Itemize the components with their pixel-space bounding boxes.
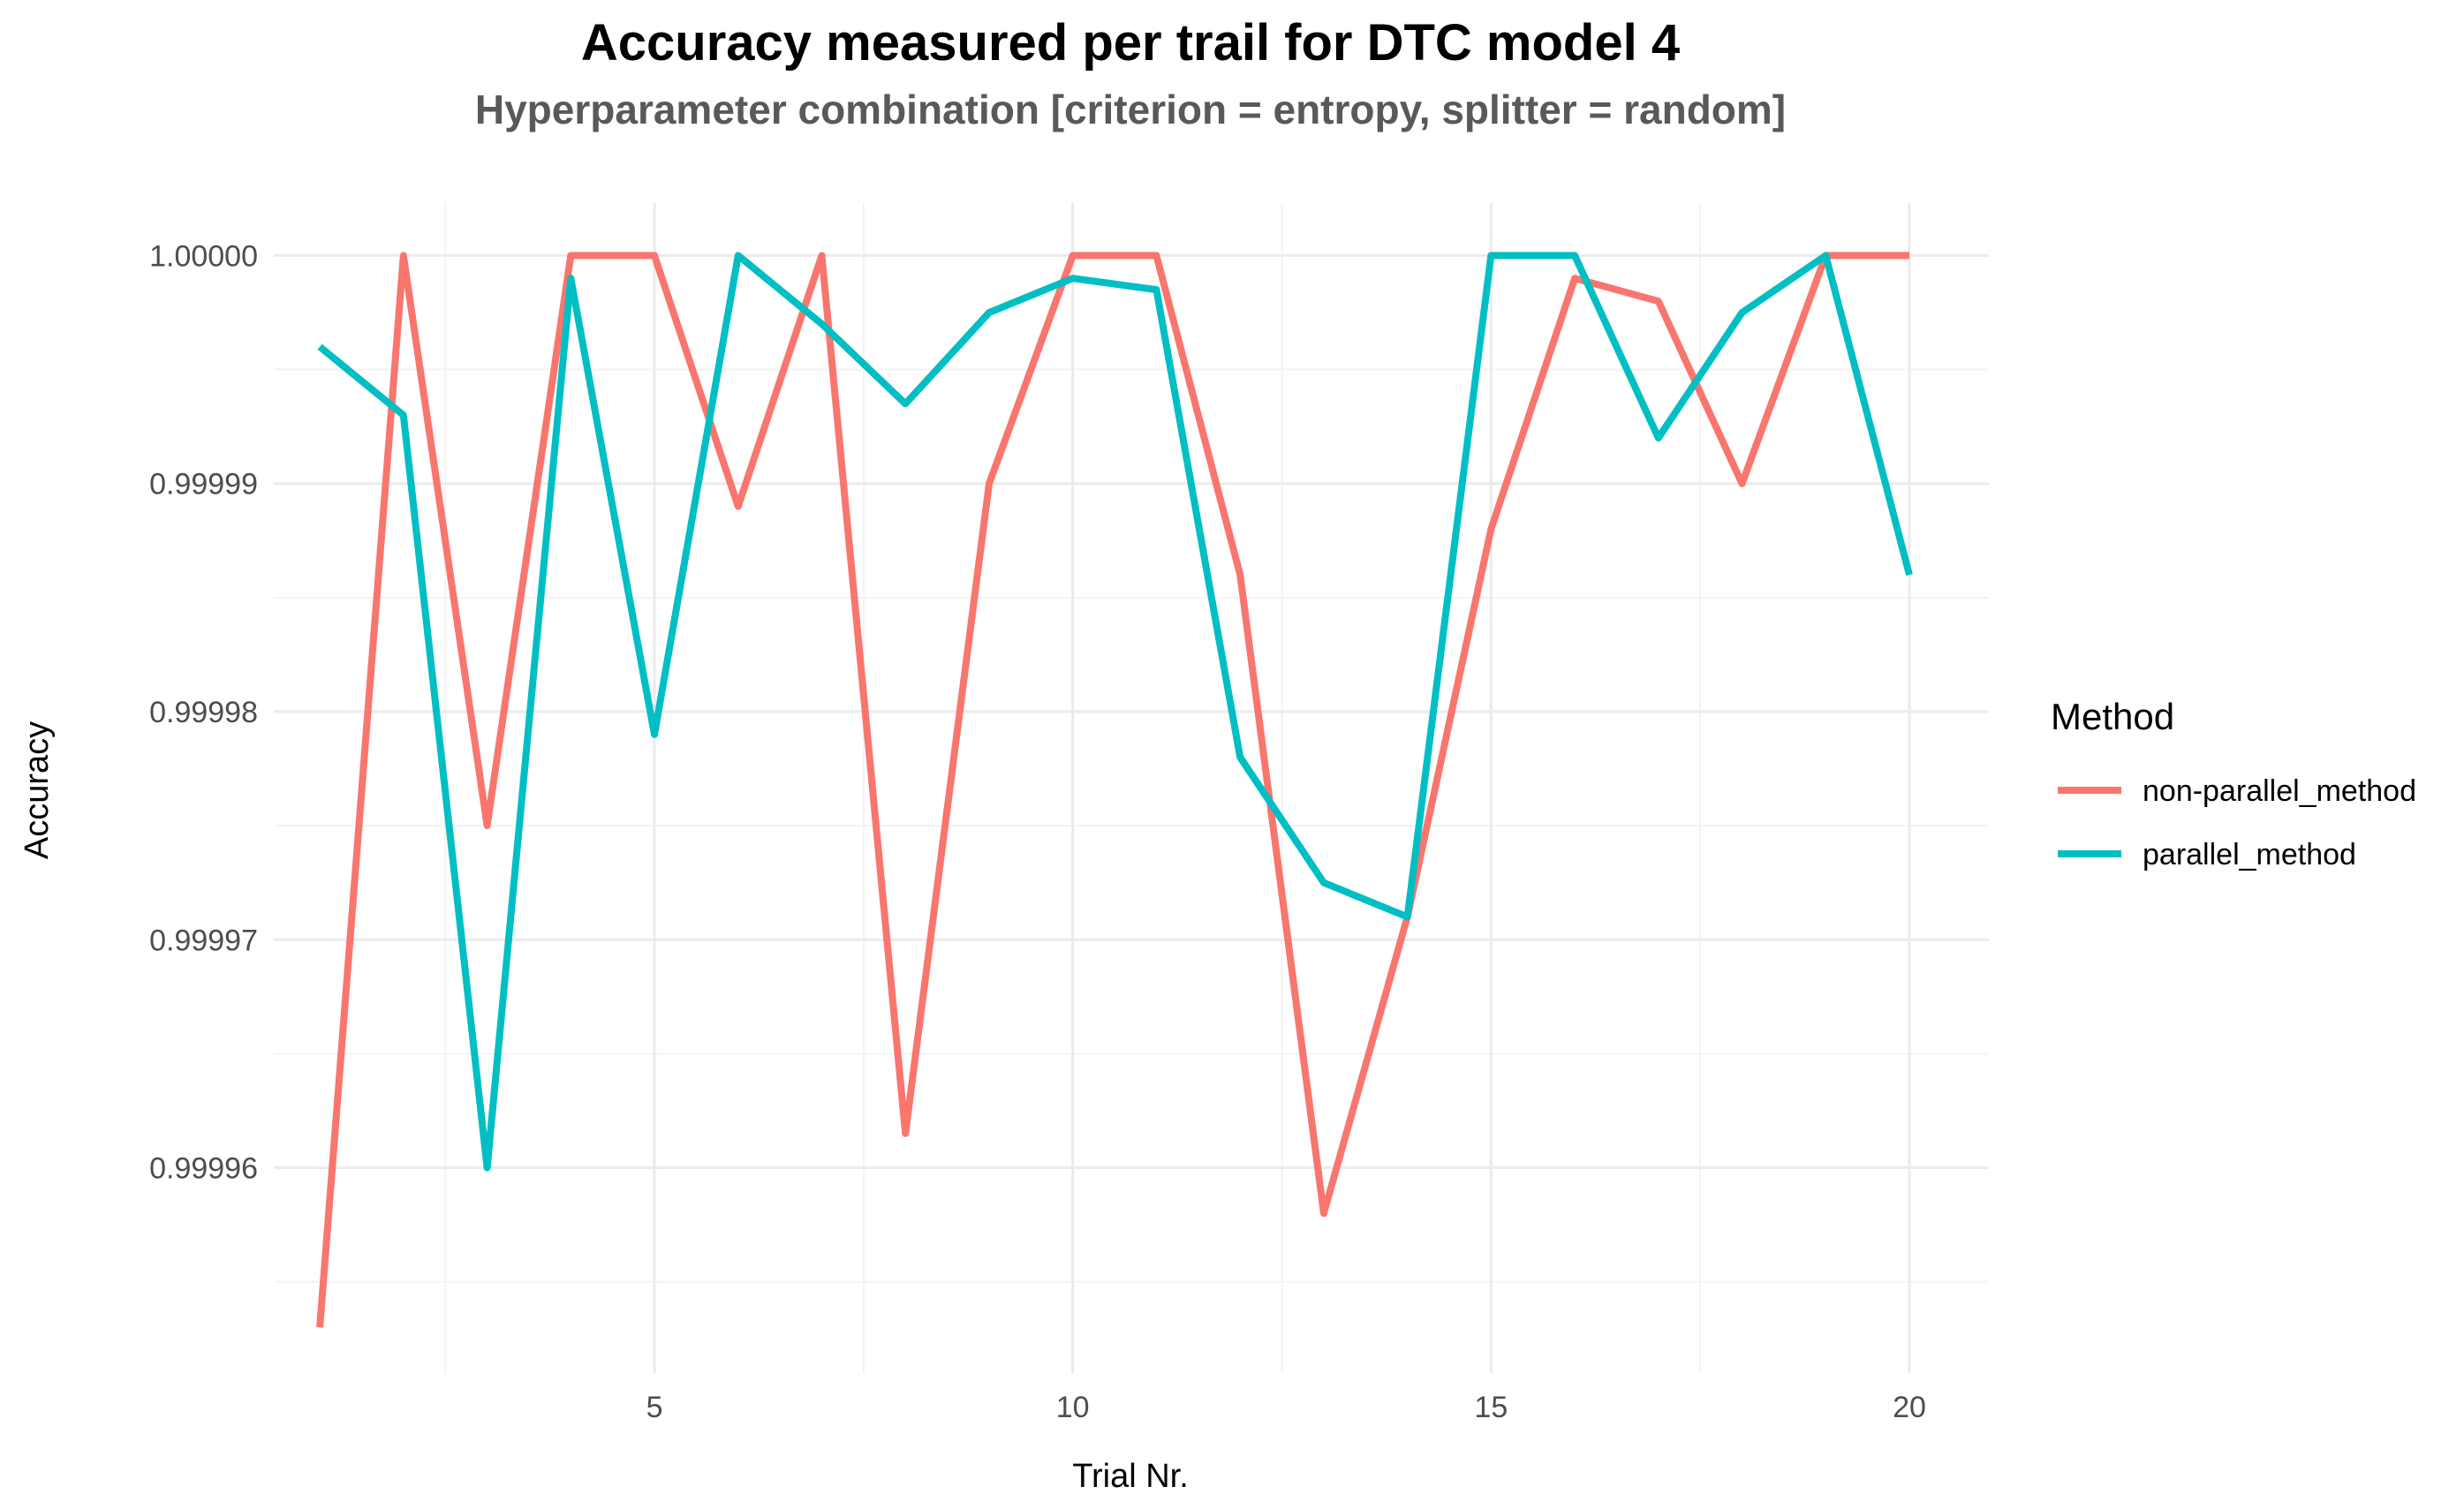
axes: 5 10 15 20 0.99996 0.99997 0.99998 0.99999 1.000… <box>149 239 1926 1424</box>
y-axis-title: Accuracy <box>19 721 56 859</box>
legend-item: parallel_method <box>2058 838 2356 871</box>
chart-title: Accuracy measured per trail for DTC mode… <box>581 14 1680 72</box>
y-tick-label: 0.99998 <box>149 696 258 729</box>
y-tick-label: 0.99999 <box>149 468 258 502</box>
x-tick-label: 5 <box>646 1391 663 1424</box>
series-line-parallel_method <box>317 252 1913 1172</box>
legend: Method non-parallel_method parallel_metho… <box>2051 696 2416 871</box>
x-tick-label: 20 <box>1893 1391 1926 1424</box>
y-tick-label: 0.99996 <box>149 1152 258 1186</box>
y-tick-label: 1.00000 <box>149 239 258 273</box>
legend-label: parallel_method <box>2143 838 2356 871</box>
legend-title: Method <box>2051 696 2174 737</box>
y-tick-label: 0.99997 <box>149 924 258 957</box>
chart-subtitle: Hyperparameter combination [criterion = … <box>475 87 1786 132</box>
grid <box>274 203 1989 1373</box>
legend-item: non-parallel_method <box>2058 774 2416 808</box>
series-lines <box>316 252 1913 1328</box>
legend-label: non-parallel_method <box>2143 774 2416 808</box>
x-tick-label: 15 <box>1474 1391 1508 1424</box>
legend-items: non-parallel_method parallel_method <box>2058 774 2416 871</box>
x-tick-label: 10 <box>1056 1391 1090 1424</box>
x-axis-title: Trial Nr. <box>1072 1458 1189 1495</box>
series-line-non-parallel_method <box>316 252 1909 1328</box>
